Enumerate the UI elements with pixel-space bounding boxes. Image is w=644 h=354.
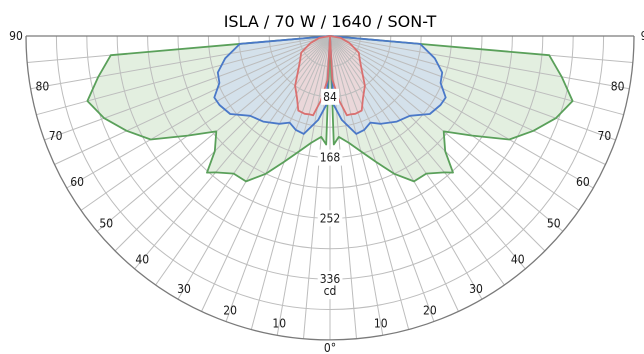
grid-spoke bbox=[96, 35, 331, 232]
grid-spoke bbox=[54, 35, 331, 165]
angle-label-right: 60 bbox=[576, 175, 590, 189]
radial-tick-bg bbox=[317, 149, 343, 166]
grid-spoke bbox=[329, 35, 616, 141]
angle-label-right: 30 bbox=[469, 282, 483, 296]
radial-unit-label: cd bbox=[324, 284, 337, 298]
grid-spoke bbox=[66, 35, 331, 189]
series-fill-2 bbox=[214, 36, 446, 134]
grid-spoke bbox=[329, 35, 483, 300]
angle-label-left: 50 bbox=[99, 217, 113, 231]
series-line-3 bbox=[294, 35, 366, 117]
angle-label-left: 80 bbox=[36, 80, 50, 94]
grid-spoke bbox=[30, 35, 331, 90]
series-fill-3 bbox=[295, 36, 365, 116]
series-fills bbox=[87, 36, 573, 182]
radial-tick-label: 336 bbox=[320, 272, 341, 286]
grid-spoke bbox=[44, 35, 331, 141]
grid-spoke bbox=[329, 35, 606, 165]
grid-spoke bbox=[329, 35, 624, 116]
grid-spoke bbox=[329, 35, 505, 286]
angle-label-right: 70 bbox=[598, 129, 612, 143]
angle-label-right: 20 bbox=[423, 303, 437, 317]
chart-title: ISLA / 70 W / 1640 / SON-T bbox=[224, 12, 437, 31]
grid-spoke bbox=[250, 35, 331, 330]
angle-label-right: 50 bbox=[547, 217, 561, 231]
series-fill-1 bbox=[87, 36, 573, 182]
outer-arc bbox=[25, 35, 635, 341]
grid-spoke bbox=[329, 35, 546, 252]
grid-spoke bbox=[225, 35, 331, 322]
grid-spoke bbox=[329, 35, 594, 189]
grid-spoke bbox=[36, 35, 331, 116]
radial-tick-label: 168 bbox=[320, 151, 341, 165]
angle-label-left: 20 bbox=[223, 303, 237, 317]
angle-label-left: 10 bbox=[272, 317, 286, 331]
angle-label-right: 10 bbox=[374, 317, 388, 331]
grid-spoke bbox=[155, 35, 331, 286]
angle-label-left: 40 bbox=[135, 253, 149, 267]
radial-tick-label: 252 bbox=[320, 211, 341, 225]
angle-label-right: 80 bbox=[611, 80, 625, 94]
angle-label-left: 70 bbox=[49, 129, 63, 143]
angle-label-zero: 0° bbox=[324, 341, 336, 354]
series-lines bbox=[86, 35, 574, 183]
grid-spoke bbox=[329, 35, 410, 330]
grid-spoke bbox=[329, 35, 384, 336]
grid-spoke bbox=[329, 35, 630, 90]
radial-unit-bg bbox=[321, 283, 339, 300]
radial-tick-bg bbox=[321, 88, 339, 105]
grid-spoke bbox=[276, 35, 331, 336]
radial-tick-bg bbox=[317, 210, 343, 227]
grid-spoke bbox=[177, 35, 331, 300]
grid-spoke bbox=[80, 35, 331, 211]
angle-label-left: 60 bbox=[70, 175, 84, 189]
radial-tick-label: 84 bbox=[323, 90, 337, 104]
angle-label-right: 40 bbox=[511, 253, 525, 267]
grid-spoke bbox=[329, 35, 435, 322]
angle-label-left: 30 bbox=[177, 282, 191, 296]
grid-spoke bbox=[114, 35, 331, 252]
grid-spoke bbox=[329, 35, 564, 232]
angle-label-right: 9 bbox=[641, 29, 644, 43]
angle-label-left: 90 bbox=[9, 29, 23, 43]
grid-spoke bbox=[329, 35, 580, 211]
